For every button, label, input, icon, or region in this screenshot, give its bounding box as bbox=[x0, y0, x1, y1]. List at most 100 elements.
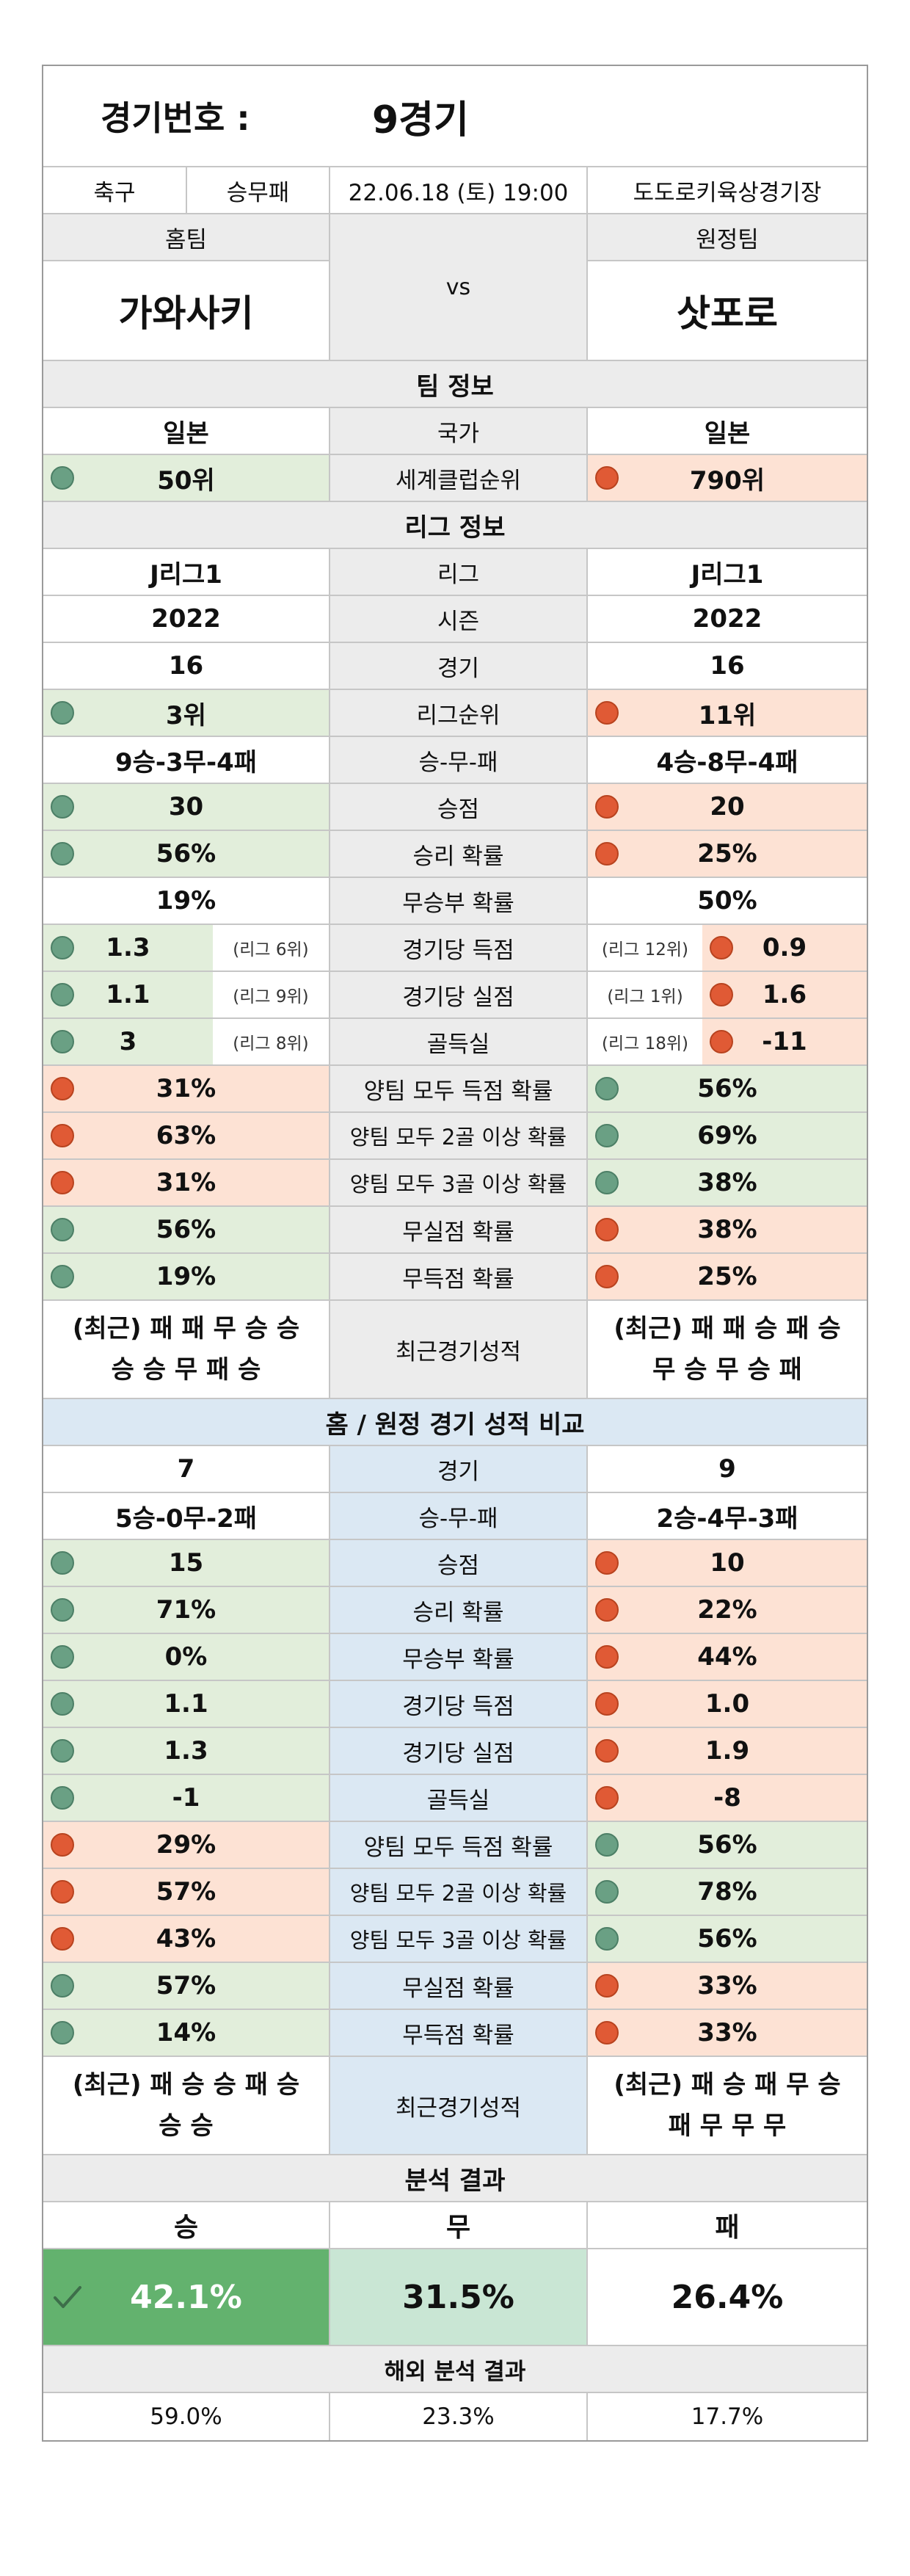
overseas-win: 59.0% bbox=[43, 2393, 330, 2440]
away-winprob-away: 22% bbox=[588, 1587, 867, 1633]
home-goaldiff-home: -1 bbox=[43, 1775, 330, 1821]
goal-row: 3 (리그 8위) 골득실 (리그 18위) -11 bbox=[43, 1019, 867, 1066]
compare-noscore-label: 무득점 확률 bbox=[330, 2010, 588, 2056]
compare-btts3-label: 양팀 모두 3골 이상 확률 bbox=[330, 1916, 588, 1962]
away-btts-2: 69% bbox=[588, 1113, 867, 1158]
lose-probability: 26.4% bbox=[671, 2278, 784, 2316]
home-record: 9승-3무-4패 bbox=[43, 737, 330, 783]
draw-probability: 31.5% bbox=[330, 2249, 588, 2345]
no-score-label: 무득점 확률 bbox=[330, 1254, 588, 1299]
home-clean-sheet: 56% bbox=[43, 1207, 330, 1252]
bad-indicator-icon bbox=[710, 936, 733, 959]
analysis-title: 분석 결과 bbox=[404, 2166, 506, 2196]
bad-indicator-icon bbox=[595, 1551, 619, 1575]
win-label: 승 bbox=[43, 2202, 330, 2248]
good-indicator-icon bbox=[595, 1833, 619, 1857]
bad-indicator-icon bbox=[595, 1218, 619, 1241]
home-team-name: 가와사키 bbox=[118, 292, 254, 335]
away-league: J리그1 bbox=[691, 559, 764, 589]
good-indicator-icon bbox=[51, 1218, 74, 1241]
league-row: 30 승점 20 bbox=[43, 784, 867, 831]
venue: 도도로키육상경기장 bbox=[633, 179, 822, 206]
points-label: 승점 bbox=[330, 784, 588, 830]
away-world-rank: 790위 bbox=[588, 455, 867, 501]
compare-row: -1 골득실 -8 bbox=[43, 1775, 867, 1822]
home-btts-2: 63% bbox=[43, 1113, 330, 1158]
away-conceded-away: 1.9 bbox=[588, 1728, 867, 1774]
away-games-away: 9 bbox=[718, 1454, 736, 1484]
good-indicator-icon bbox=[51, 936, 74, 959]
bad-indicator-icon bbox=[595, 1974, 619, 1998]
away-btts-3: 38% bbox=[588, 1160, 867, 1205]
away-noscore-away: 33% bbox=[588, 2010, 867, 2056]
bad-indicator-icon bbox=[51, 1927, 74, 1951]
country-label: 국가 bbox=[330, 408, 588, 454]
analysis-label-row: 승 무 패 bbox=[43, 2202, 867, 2249]
lose-label: 패 bbox=[715, 2213, 740, 2243]
bad-indicator-icon bbox=[51, 1833, 74, 1857]
good-indicator-icon bbox=[51, 983, 74, 1006]
conceded-per-game-label: 경기당 실점 bbox=[330, 972, 588, 1017]
games-label: 경기 bbox=[330, 643, 588, 689]
league-rank-label: 리그순위 bbox=[330, 690, 588, 736]
compare-row: 14% 무득점 확률 33% bbox=[43, 2010, 867, 2057]
compare-btts-label: 양팀 모두 득점 확률 bbox=[330, 1822, 588, 1868]
good-indicator-icon bbox=[51, 466, 74, 490]
home-goal-diff: 3 bbox=[43, 1019, 213, 1064]
away-conceded-rank: (리그 1위) bbox=[607, 987, 683, 1006]
home-country: 일본 bbox=[43, 408, 330, 454]
good-indicator-icon bbox=[51, 795, 74, 819]
away-points: 20 bbox=[588, 784, 867, 830]
away-goal-diff-rank: (리그 18위) bbox=[601, 1034, 688, 1053]
recent-form-label: 최근경기성적 bbox=[330, 1301, 588, 1398]
overseas-section-header: 해외 분석 결과 bbox=[43, 2346, 867, 2393]
bad-indicator-icon bbox=[595, 842, 619, 866]
away-draw-prob: 50% bbox=[697, 886, 757, 915]
compare-row: 1.3 경기당 실점 1.9 bbox=[43, 1728, 867, 1775]
away-scored-away: 1.0 bbox=[588, 1681, 867, 1727]
match-number-row: 경기번호 : 9경기 bbox=[43, 66, 867, 167]
home-away-section-header: 홈 / 원정 경기 성적 비교 bbox=[43, 1399, 867, 1446]
btts-3-label: 양팀 모두 3골 이상 확률 bbox=[330, 1160, 588, 1205]
bad-indicator-icon bbox=[51, 1880, 74, 1904]
bad-indicator-icon bbox=[51, 1077, 74, 1100]
compare-points-label: 승점 bbox=[330, 1540, 588, 1586]
home-noscore-home: 14% bbox=[43, 2010, 330, 2056]
league-info-section-header: 리그 정보 bbox=[43, 502, 867, 549]
checkmark-icon bbox=[54, 2286, 81, 2308]
home-goal-diff-rank: (리그 8위) bbox=[233, 1034, 309, 1053]
team-info-title: 팀 정보 bbox=[416, 371, 494, 402]
away-goal-diff: -11 bbox=[702, 1019, 867, 1064]
home-points-home: 15 bbox=[43, 1540, 330, 1586]
away-conceded-per-game: 1.6 bbox=[702, 972, 867, 1017]
vs-label: vs bbox=[330, 214, 588, 360]
team-info-row: 50위 세계클럽순위 790위 bbox=[43, 455, 867, 502]
draw-prob-label: 무승부 확률 bbox=[330, 878, 588, 924]
league-row: 56% 승리 확률 25% bbox=[43, 831, 867, 878]
good-indicator-icon bbox=[51, 842, 74, 866]
sport: 축구 bbox=[43, 167, 187, 213]
away-record-away: 2승-4무-3패 bbox=[656, 1503, 798, 1534]
home-record-home: 5승-0무-2패 bbox=[43, 1493, 330, 1539]
bad-indicator-icon bbox=[595, 2021, 619, 2045]
compare-scored-label: 경기당 득점 bbox=[330, 1681, 588, 1727]
compare-record-label: 승-무-패 bbox=[330, 1493, 588, 1539]
away-win-prob: 25% bbox=[588, 831, 867, 877]
match-analysis-sheet: 경기번호 : 9경기 축구 승무패 22.06.18 (토) 19:00 도도로… bbox=[42, 65, 868, 2442]
away-points-away: 10 bbox=[588, 1540, 867, 1586]
prob-row: 19% 무득점 확률 25% bbox=[43, 1254, 867, 1301]
goals-per-game-label: 경기당 득점 bbox=[330, 925, 588, 970]
overseas-lose: 17.7% bbox=[691, 2403, 764, 2430]
clean-sheet-label: 무실점 확률 bbox=[330, 1207, 588, 1252]
compare-row: 0% 무승부 확률 44% bbox=[43, 1634, 867, 1681]
home-btts-home: 29% bbox=[43, 1822, 330, 1868]
overseas-draw: 23.3% bbox=[330, 2393, 588, 2440]
bad-indicator-icon bbox=[595, 466, 619, 490]
away-league-rank: 11위 bbox=[588, 690, 867, 736]
good-indicator-icon bbox=[51, 1645, 74, 1669]
compare-cleansheet-label: 무실점 확률 bbox=[330, 1963, 588, 2009]
